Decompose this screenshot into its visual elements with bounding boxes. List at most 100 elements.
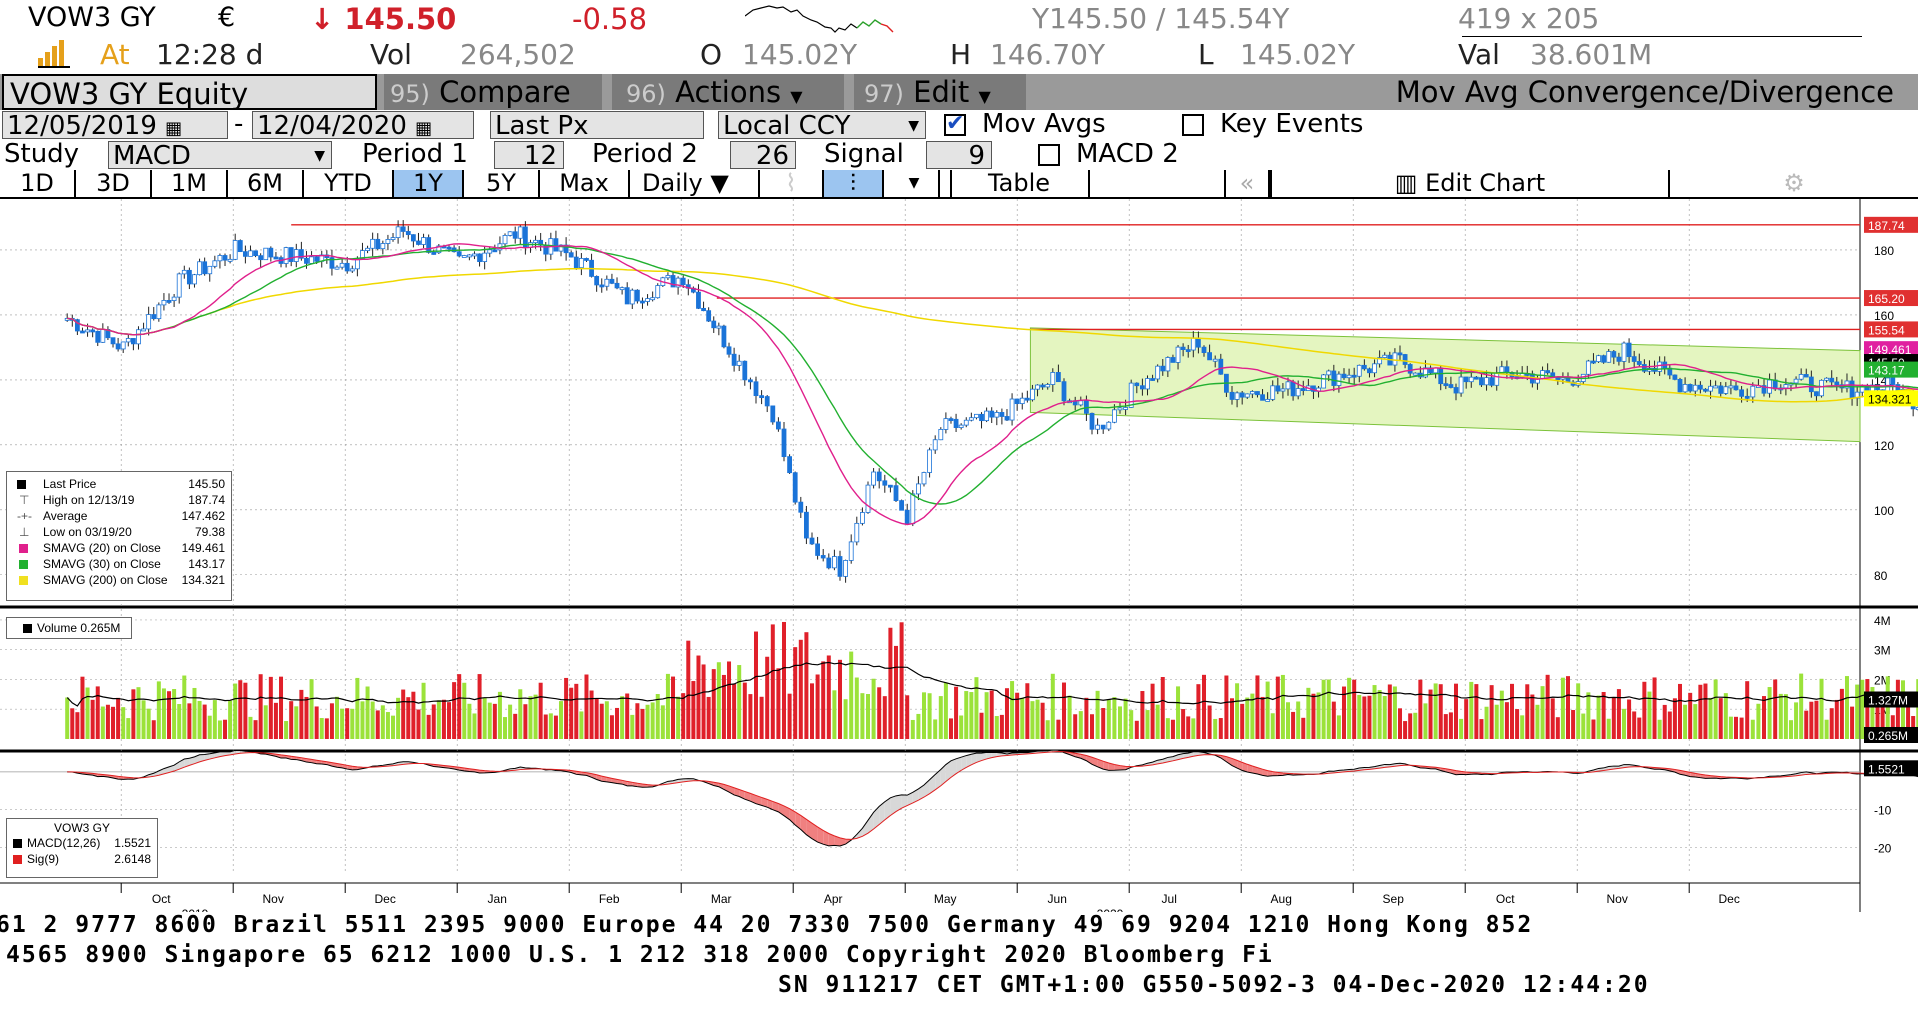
price-tag-label: 143.17 (1868, 364, 1905, 378)
volume-bar (375, 710, 380, 739)
range-1m[interactable]: 1M (152, 170, 228, 197)
volume-bar (1357, 695, 1362, 739)
period1-input[interactable]: 12 (494, 141, 564, 170)
chevron-down-icon[interactable]: ▼ (890, 170, 940, 197)
volume-bar (1186, 716, 1191, 739)
volume-bar (172, 689, 177, 739)
end-date-field[interactable]: 12/04/2020 ▦ (252, 111, 474, 140)
range-6m[interactable]: 6M (228, 170, 304, 197)
volume-bar (1090, 714, 1094, 739)
volume-bar (1408, 713, 1413, 739)
volume-bar (487, 702, 492, 739)
open-label: O (700, 38, 723, 71)
candle-up (994, 412, 1000, 418)
study-select[interactable]: MACD ▼ (108, 141, 332, 170)
price-tag-box (1864, 290, 1918, 307)
collapse-left-icon[interactable]: « (1224, 170, 1270, 197)
start-date-field[interactable]: 12/05/2019 ▦ (2, 111, 228, 140)
range-1d[interactable]: 1D (0, 170, 76, 197)
period2-input[interactable]: 26 (730, 141, 796, 170)
edit-button[interactable]: 97) Edit ▼ (854, 74, 1026, 110)
price-field-select[interactable]: Last Px (490, 111, 704, 140)
candle-up (517, 226, 523, 239)
range-1y[interactable]: 1Y (394, 170, 464, 197)
candle-up (1798, 374, 1804, 380)
volume-bar (1015, 692, 1020, 739)
volume-bar (964, 691, 969, 739)
candle-up (1123, 407, 1128, 410)
volume-bar (223, 719, 228, 739)
macd-fill (834, 835, 840, 846)
mov-avgs-checkbox[interactable] (944, 110, 966, 138)
line-chart-icon[interactable]: ⌇ (760, 170, 824, 197)
candle-up (1767, 379, 1772, 394)
candle-down (563, 244, 569, 254)
volume-bar (1622, 708, 1626, 739)
volume-bar (686, 640, 691, 739)
volume-bar (804, 632, 809, 739)
month-label: Nov (263, 892, 284, 906)
candle-up (125, 338, 131, 343)
key-events-checkbox[interactable] (1182, 114, 1204, 136)
volume-bar (1606, 718, 1611, 739)
candle-down (268, 247, 274, 258)
range-max[interactable]: Max (540, 170, 630, 197)
candle-down (1061, 381, 1067, 402)
table-button[interactable]: Table (950, 170, 1090, 197)
candle-chart-icon[interactable]: ⫶ (824, 170, 884, 197)
candle-down (798, 501, 804, 513)
legend-row-signal: Sig(9) 2.6148 (7, 851, 157, 867)
vol-label: Vol (370, 38, 412, 71)
volume-bar (1875, 699, 1880, 739)
candle-up (932, 439, 938, 451)
range-3d[interactable]: 3D (76, 170, 152, 197)
signal-input[interactable]: 9 (926, 141, 992, 170)
macd-fill (856, 828, 863, 839)
macd-fill (767, 799, 773, 810)
gear-icon[interactable]: ⚙ (1783, 169, 1805, 197)
volume-bar (854, 677, 859, 739)
macd-fill (1220, 755, 1227, 762)
volume-bar (202, 704, 207, 739)
volume-bar (1050, 673, 1055, 739)
volume-bar (645, 704, 650, 739)
candle-down (624, 287, 630, 305)
volume-bar (1250, 693, 1255, 739)
month-label: Jun (1048, 892, 1067, 906)
volume-bar (826, 655, 831, 739)
security-field[interactable]: VOW3 GY Equity (2, 74, 377, 111)
volume-bar (843, 699, 848, 739)
volume-bar (233, 683, 238, 739)
volume-bar (1834, 699, 1839, 739)
volume-bar (1123, 698, 1128, 739)
volume-bar (732, 684, 737, 739)
frequency-select[interactable]: Daily ▼ (630, 170, 760, 197)
compare-button[interactable]: 95) Compare (384, 74, 602, 110)
volume-bar (146, 708, 151, 739)
volume-bar (177, 704, 182, 739)
edit-chart-button[interactable]: ▥ Edit Chart (1270, 170, 1670, 197)
candle-down (304, 257, 309, 264)
month-label: Oct (1496, 892, 1515, 906)
volume-bar (1270, 713, 1275, 739)
candle-down (1331, 370, 1337, 386)
volume-bar (548, 713, 553, 739)
high-label: H (950, 38, 972, 71)
actions-button[interactable]: 96) Actions ▼ (612, 74, 844, 110)
currency-select[interactable]: Local CCY ▼ (718, 111, 926, 140)
date-dash: - (234, 109, 244, 139)
range-ytd[interactable]: YTD (304, 170, 394, 197)
candle-up (482, 252, 488, 263)
candle-up (871, 471, 876, 486)
candle-down (426, 237, 432, 253)
candle-up (1145, 378, 1150, 390)
candle-up (1326, 370, 1332, 376)
volume-bar (1438, 684, 1443, 739)
candle-down (742, 360, 748, 381)
candle-up (938, 429, 944, 441)
volume-bar (1336, 715, 1341, 739)
range-5y[interactable]: 5Y (464, 170, 540, 197)
macd2-checkbox[interactable] (1038, 144, 1060, 166)
blank-toggle[interactable] (884, 170, 952, 197)
macd-fill (1103, 761, 1109, 771)
